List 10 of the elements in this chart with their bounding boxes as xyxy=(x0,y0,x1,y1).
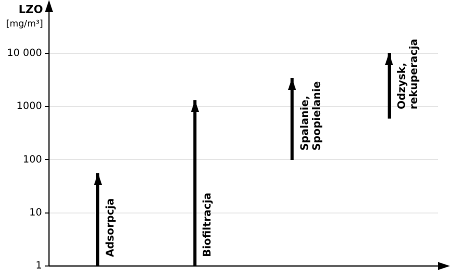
y-tick-label: 1000 xyxy=(16,101,42,112)
y-tick-label: 100 xyxy=(22,154,42,166)
y-tick-label: 10 xyxy=(29,207,42,218)
x-tick-label: Biofiltracja xyxy=(202,192,214,257)
y-axis-title: LZO [mg/m³] xyxy=(6,2,43,30)
x-tick-label: Spalanie, Spopielanie xyxy=(298,81,323,151)
y-tick-label: 10 000 xyxy=(6,48,42,59)
x-tick-label: Odzysk, rekuperacja xyxy=(396,38,420,110)
x-tick-label: Adsorpcja xyxy=(104,198,116,257)
y-tick-label: 1 xyxy=(36,260,42,272)
